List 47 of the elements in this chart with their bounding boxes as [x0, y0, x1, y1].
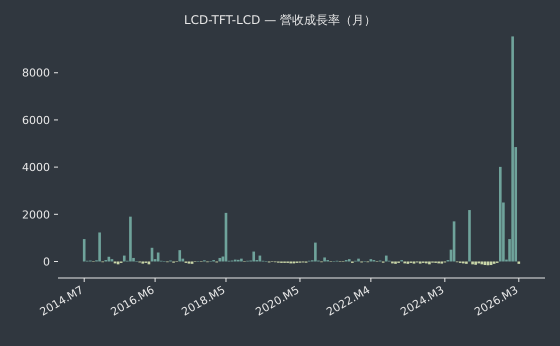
y-tick-label: 0	[43, 255, 50, 268]
bar	[492, 261, 496, 264]
bar	[440, 261, 444, 264]
bar	[428, 261, 431, 264]
bar	[218, 258, 222, 262]
bar	[141, 261, 144, 264]
bar	[517, 261, 520, 264]
bar	[82, 239, 86, 262]
bar	[314, 242, 317, 262]
bar	[511, 36, 514, 262]
y-tick-label: 6000	[22, 114, 50, 127]
bar	[98, 232, 101, 262]
bar	[384, 256, 388, 262]
y-tick-label: 2000	[22, 208, 50, 222]
bar	[418, 261, 422, 264]
bar	[323, 257, 326, 262]
bar	[150, 248, 154, 262]
y-tick-label: 4000	[22, 161, 50, 174]
bar	[471, 261, 474, 264]
y-tick-label: 8000	[22, 66, 50, 80]
bar	[116, 261, 120, 264]
bar	[406, 261, 410, 264]
bar	[468, 210, 471, 262]
bar	[465, 261, 468, 264]
bar	[258, 256, 262, 262]
bar	[252, 252, 256, 262]
bar	[156, 252, 160, 262]
bar	[357, 258, 360, 262]
bar	[240, 258, 243, 262]
bar	[498, 166, 502, 262]
bar	[394, 261, 397, 264]
bar	[190, 261, 194, 264]
bar	[178, 250, 182, 262]
bar	[148, 261, 150, 264]
bar	[490, 261, 492, 266]
bar	[480, 261, 484, 264]
bar	[129, 216, 132, 262]
chart-title: LCD-TFT-LCD — 營收成長率（月）	[184, 13, 376, 27]
bar	[188, 261, 190, 264]
bar	[486, 261, 490, 266]
bar	[108, 256, 110, 262]
bar	[122, 256, 126, 262]
bar	[224, 212, 228, 262]
bar	[412, 261, 416, 264]
bar	[484, 261, 486, 266]
bar	[452, 221, 456, 262]
bar	[474, 261, 477, 265]
